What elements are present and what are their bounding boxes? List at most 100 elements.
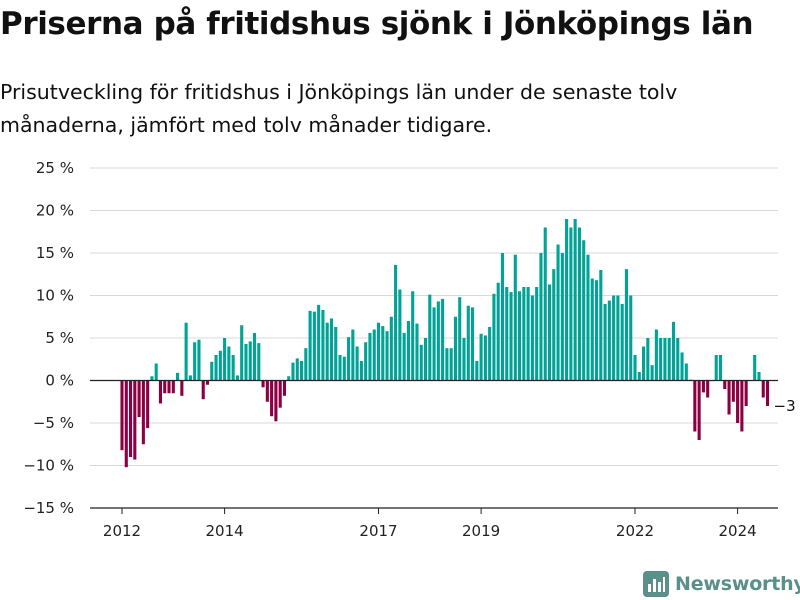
bar bbox=[287, 376, 291, 381]
bar bbox=[530, 295, 534, 381]
bar bbox=[274, 380, 278, 422]
x-tick-label: 2012 bbox=[103, 522, 141, 540]
bar bbox=[577, 227, 581, 381]
bar bbox=[701, 380, 705, 393]
bar bbox=[693, 380, 697, 432]
bar-chart-logo-icon bbox=[643, 571, 669, 597]
bar bbox=[744, 380, 748, 406]
bar bbox=[351, 329, 355, 381]
bar bbox=[300, 360, 304, 381]
bar bbox=[261, 380, 265, 388]
bar bbox=[714, 355, 718, 381]
bar bbox=[398, 289, 402, 381]
bar bbox=[466, 305, 470, 381]
bar bbox=[586, 254, 590, 381]
bar bbox=[659, 338, 663, 381]
bar bbox=[736, 380, 740, 423]
bar bbox=[453, 316, 457, 381]
bar bbox=[560, 253, 564, 381]
bar bbox=[526, 287, 530, 381]
bar bbox=[654, 329, 658, 381]
bar bbox=[458, 297, 462, 381]
bar bbox=[432, 307, 436, 381]
bar bbox=[428, 294, 432, 381]
bar bbox=[475, 360, 479, 381]
bar bbox=[381, 326, 385, 381]
bar bbox=[129, 380, 133, 457]
bar bbox=[462, 338, 466, 381]
bar bbox=[163, 380, 167, 394]
bar bbox=[697, 380, 701, 440]
bar bbox=[496, 282, 500, 381]
y-tick-label: 0 % bbox=[45, 372, 74, 390]
bar bbox=[176, 372, 180, 381]
bar bbox=[616, 295, 620, 381]
bar bbox=[244, 343, 248, 381]
bar bbox=[633, 355, 637, 381]
bar bbox=[612, 295, 616, 381]
y-tick-label: −10 % bbox=[23, 457, 74, 475]
bar bbox=[637, 372, 641, 381]
bar bbox=[539, 253, 543, 381]
brand-logo: Newsworthy bbox=[643, 569, 800, 599]
x-tick-label: 2024 bbox=[719, 522, 757, 540]
bar bbox=[141, 380, 145, 445]
bar bbox=[569, 227, 573, 381]
bar bbox=[282, 380, 286, 396]
bar bbox=[642, 346, 646, 381]
bar bbox=[436, 301, 440, 381]
bar bbox=[603, 304, 607, 381]
bar bbox=[556, 244, 560, 381]
bar bbox=[765, 380, 770, 406]
bar bbox=[757, 372, 761, 381]
bar bbox=[214, 355, 218, 381]
bar bbox=[295, 358, 299, 381]
bar bbox=[338, 355, 342, 381]
x-tick-label: 2014 bbox=[206, 522, 244, 540]
bar bbox=[347, 337, 351, 381]
axes: −15 % −10 % −5 % 0 % 5 % 10 % 15 % 20 % 25 % 2012… bbox=[23, 159, 778, 540]
bar bbox=[205, 380, 210, 385]
bar bbox=[252, 332, 257, 381]
bar bbox=[235, 375, 239, 381]
bar bbox=[278, 380, 282, 408]
y-tick-label: 5 % bbox=[45, 329, 74, 347]
y-tick-label: 15 % bbox=[36, 244, 74, 262]
bar bbox=[761, 380, 765, 398]
bar bbox=[308, 310, 312, 381]
annotations: −3 % bbox=[774, 397, 800, 415]
chart-subtitle: Prisutveckling för fritidshus i Jönköpin… bbox=[0, 80, 678, 137]
bar bbox=[505, 287, 509, 381]
bar bbox=[423, 338, 428, 381]
bar bbox=[727, 380, 731, 415]
bar bbox=[167, 380, 171, 394]
bar bbox=[624, 269, 628, 381]
bar bbox=[154, 363, 158, 381]
bar bbox=[667, 338, 671, 381]
bar bbox=[565, 219, 569, 381]
bar bbox=[227, 346, 231, 381]
bar bbox=[394, 264, 398, 381]
bar bbox=[590, 278, 594, 381]
bar bbox=[133, 380, 137, 460]
bar bbox=[248, 341, 252, 381]
bar bbox=[137, 380, 141, 418]
y-tick-label: 25 % bbox=[36, 159, 74, 177]
bar bbox=[240, 325, 244, 381]
bar bbox=[304, 348, 308, 381]
x-tick-label: 2022 bbox=[616, 522, 654, 540]
bar bbox=[120, 380, 124, 451]
bar bbox=[513, 254, 517, 381]
y-tick-label: 20 % bbox=[36, 202, 74, 220]
bar bbox=[355, 346, 359, 381]
bar bbox=[663, 338, 667, 381]
bar bbox=[325, 322, 329, 381]
chart-title: Priserna på fritidshus sjönk i Jönköping… bbox=[0, 6, 754, 42]
bar bbox=[500, 253, 505, 381]
bar bbox=[646, 338, 650, 381]
bar bbox=[193, 342, 197, 381]
x-tick-label: 2019 bbox=[462, 522, 500, 540]
bar bbox=[492, 293, 496, 381]
bar bbox=[607, 300, 611, 381]
bar bbox=[415, 323, 419, 381]
